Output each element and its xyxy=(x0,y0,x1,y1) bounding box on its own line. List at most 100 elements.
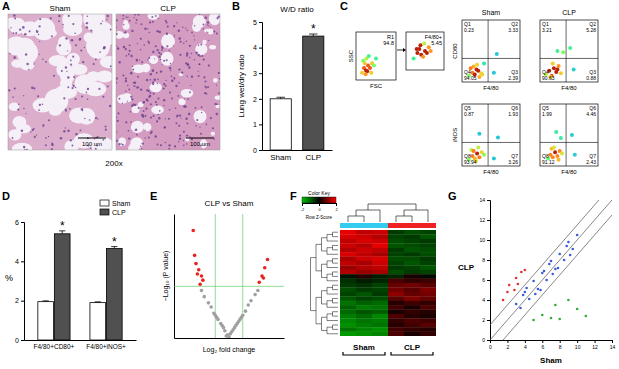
cell xyxy=(340,274,356,279)
texture xyxy=(98,88,100,90)
tick-mark xyxy=(525,340,526,343)
texture xyxy=(16,124,31,133)
texture xyxy=(193,15,206,28)
texture xyxy=(147,40,149,42)
texture xyxy=(116,131,117,132)
dendrogram-branch xyxy=(322,291,328,304)
texture xyxy=(156,104,158,106)
texture xyxy=(199,126,200,127)
texture xyxy=(33,63,35,65)
dendrogram-branch xyxy=(333,312,339,316)
tick-label: 2 xyxy=(507,344,510,350)
point xyxy=(506,291,509,294)
texture xyxy=(132,69,134,71)
texture xyxy=(142,115,143,116)
event-point xyxy=(553,150,557,154)
quadrant-gate-y xyxy=(462,142,520,143)
dendrogram-branch xyxy=(316,244,322,270)
texture xyxy=(189,45,191,47)
texture xyxy=(185,118,187,120)
texture xyxy=(166,33,168,35)
texture xyxy=(169,91,171,93)
texture xyxy=(73,76,75,78)
cell xyxy=(404,305,420,310)
texture xyxy=(87,88,89,90)
texture xyxy=(38,109,40,111)
texture xyxy=(49,107,62,115)
tick-mark xyxy=(487,320,490,321)
dendrogram-branch xyxy=(333,232,339,236)
texture xyxy=(67,50,68,51)
texture xyxy=(187,98,189,100)
quadrant-value: 93.94 xyxy=(464,159,477,165)
cell xyxy=(388,332,404,336)
cell xyxy=(340,323,356,328)
point xyxy=(517,283,520,286)
tick-label: 12 xyxy=(479,217,485,223)
tick: CLP xyxy=(305,153,321,162)
event-point xyxy=(476,145,480,149)
texture xyxy=(122,74,124,76)
texture xyxy=(195,107,197,109)
cell xyxy=(420,265,436,270)
texture xyxy=(150,132,152,134)
texture xyxy=(106,19,107,20)
cell xyxy=(388,292,404,297)
texture xyxy=(25,113,26,114)
texture xyxy=(179,54,181,56)
cell xyxy=(420,248,436,253)
tick-mark xyxy=(487,220,490,221)
cell xyxy=(356,248,372,253)
texture xyxy=(102,96,104,98)
texture xyxy=(153,93,155,95)
cell xyxy=(372,274,388,279)
texture xyxy=(134,81,137,84)
event-point xyxy=(482,153,486,157)
texture xyxy=(174,145,176,147)
texture xyxy=(30,131,31,132)
image-frame xyxy=(116,14,220,150)
texture xyxy=(195,51,198,54)
texture xyxy=(156,49,158,51)
cell xyxy=(388,270,404,275)
texture xyxy=(58,36,69,48)
point xyxy=(502,299,505,302)
point xyxy=(550,260,553,263)
point xyxy=(196,272,200,276)
texture xyxy=(168,118,170,120)
tick-label: 3 xyxy=(253,70,257,77)
cell xyxy=(404,287,420,292)
error-bar xyxy=(43,300,49,302)
texture xyxy=(22,26,25,29)
texture xyxy=(140,38,142,40)
texture xyxy=(161,47,163,49)
quadrant-value: 90.63 xyxy=(542,75,555,81)
texture xyxy=(189,136,190,137)
cell xyxy=(388,252,404,257)
texture xyxy=(71,145,73,147)
texture xyxy=(8,89,10,91)
gate-value: 5.45 xyxy=(431,40,442,46)
cell xyxy=(388,327,404,332)
texture xyxy=(128,130,130,132)
point xyxy=(519,307,522,310)
dendrogram-branch xyxy=(322,317,328,330)
cells xyxy=(340,230,436,336)
tick-label: CLP xyxy=(305,153,321,162)
point xyxy=(200,274,204,278)
error-bar xyxy=(276,97,284,99)
point xyxy=(524,291,527,294)
texture xyxy=(210,27,211,28)
texture xyxy=(75,98,77,100)
texture xyxy=(203,58,205,60)
texture xyxy=(190,85,191,86)
event-point xyxy=(415,47,419,51)
texture xyxy=(148,136,150,138)
texture xyxy=(142,142,144,144)
point xyxy=(515,303,518,306)
texture xyxy=(87,15,89,17)
texture xyxy=(13,56,16,59)
texture xyxy=(55,85,77,99)
tick-mark xyxy=(319,203,320,206)
cell xyxy=(372,265,388,270)
